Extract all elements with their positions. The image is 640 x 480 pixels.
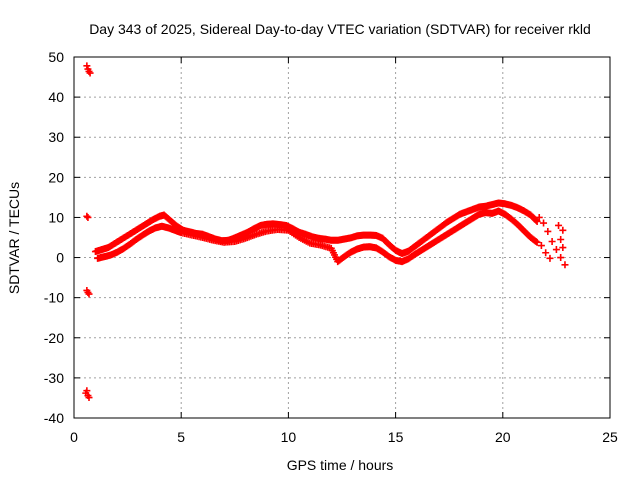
series-late-arc [535, 213, 569, 269]
data-points [82, 62, 569, 402]
data-point [548, 238, 556, 246]
y-tick-label: 50 [48, 49, 64, 65]
data-point [552, 246, 560, 254]
x-tick-label: 15 [388, 429, 404, 445]
y-tick-label: -30 [44, 370, 64, 386]
data-point [537, 242, 545, 250]
grid [74, 57, 610, 418]
data-point [557, 236, 565, 244]
data-point [84, 213, 92, 221]
data-point [85, 290, 93, 298]
data-point [533, 217, 541, 225]
data-point [540, 219, 548, 227]
x-axis-ticks: 0 5 10 15 20 25 [70, 57, 618, 445]
y-tick-label: 10 [48, 209, 64, 225]
data-point [561, 261, 569, 269]
data-point [555, 221, 563, 229]
x-tick-label: 0 [70, 429, 78, 445]
x-axis-label: GPS time / hours [287, 457, 394, 473]
data-point [542, 249, 550, 257]
x-tick-label: 25 [602, 429, 618, 445]
data-point [557, 254, 565, 262]
y-tick-label: -10 [44, 290, 64, 306]
series-lower-band [94, 207, 541, 266]
y-tick-label: 30 [48, 129, 64, 145]
y-axis-ticks: -40 -30 -20 -10 0 10 20 30 40 50 [44, 49, 610, 426]
y-tick-label: 40 [48, 89, 64, 105]
chart-title: Day 343 of 2025, Sidereal Day-to-day VTE… [89, 21, 591, 37]
data-point [559, 244, 567, 252]
y-tick-label: 20 [48, 169, 64, 185]
data-point [559, 226, 567, 234]
data-point [544, 227, 552, 235]
series-early-outliers [82, 62, 94, 402]
data-point [532, 238, 540, 246]
data-point [85, 394, 93, 402]
data-point [546, 254, 554, 262]
data-point [83, 62, 91, 70]
x-tick-label: 10 [281, 429, 297, 445]
y-tick-label: -40 [44, 410, 64, 426]
data-point [86, 69, 94, 77]
x-tick-label: 20 [495, 429, 511, 445]
y-axis-label: SDTVAR / TECUs [6, 182, 22, 294]
data-point [533, 238, 541, 246]
x-tick-label: 5 [177, 429, 185, 445]
data-point [83, 387, 91, 395]
y-tick-label: 0 [56, 250, 64, 266]
plot-frame [73, 56, 611, 419]
data-point [535, 213, 543, 221]
data-point [83, 212, 91, 220]
y-tick-label: -20 [44, 330, 64, 346]
